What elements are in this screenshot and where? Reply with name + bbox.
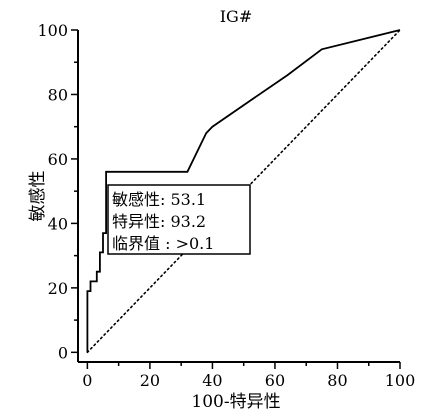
roc-curve-line [86, 29, 401, 353]
y-tick-label: 20 [48, 279, 68, 298]
annotation-specificity: 特异性: 93.2 [112, 212, 206, 231]
x-tick-label: 20 [140, 371, 160, 390]
annotation-cutoff: 临界值 : >0.1 [112, 234, 214, 253]
y-tick-label: 0 [58, 343, 68, 362]
annotation-sensitivity: 敏感性: 53.1 [112, 190, 206, 209]
x-tick-label: 80 [327, 371, 347, 390]
y-axis-label: 敏感性 [28, 171, 48, 222]
x-tick-label: 60 [265, 371, 285, 390]
y-tick-label: 40 [48, 214, 68, 233]
reference-diagonal-line [86, 29, 401, 354]
x-tick-label: 40 [202, 371, 222, 390]
axes: 0 20 40 60 80 100 0 20 40 60 80 100 [37, 21, 415, 390]
y-tick-label: 60 [48, 150, 68, 169]
y-tick-label: 100 [37, 21, 68, 40]
annotation-box: 敏感性: 53.1 特异性: 93.2 临界值 : >0.1 [107, 184, 251, 255]
y-tick-label: 80 [48, 85, 68, 104]
x-axis-label: 100-特异性 [191, 392, 280, 412]
chart-title: IG# [220, 7, 253, 26]
plot-area [86, 29, 401, 354]
x-tick-label: 100 [385, 371, 416, 390]
x-tick-label: 0 [82, 371, 92, 390]
annotation-frame [107, 184, 251, 255]
